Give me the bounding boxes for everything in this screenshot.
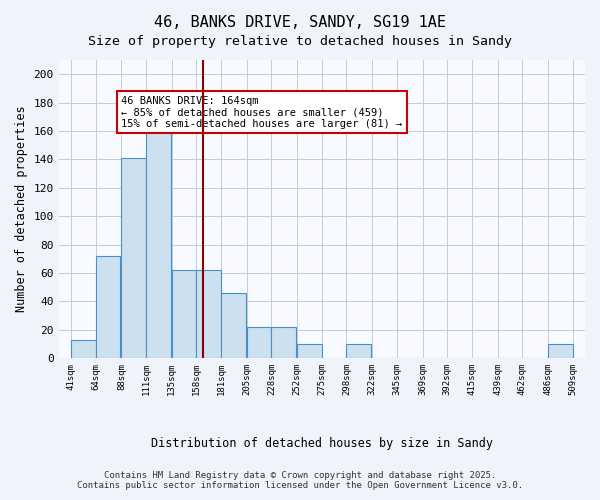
Bar [221, 293, 246, 358]
Bar [271, 327, 296, 358]
Bar [346, 344, 371, 358]
Bar [121, 158, 146, 358]
Text: Size of property relative to detached houses in Sandy: Size of property relative to detached ho… [88, 35, 512, 48]
Bar [548, 344, 572, 358]
Text: 46 BANKS DRIVE: 164sqm
← 85% of detached houses are smaller (459)
15% of semi-de: 46 BANKS DRIVE: 164sqm ← 85% of detached… [121, 96, 403, 128]
X-axis label: Distribution of detached houses by size in Sandy: Distribution of detached houses by size … [151, 437, 493, 450]
Bar [95, 256, 121, 358]
Text: Contains HM Land Registry data © Crown copyright and database right 2025.
Contai: Contains HM Land Registry data © Crown c… [77, 470, 523, 490]
Bar [297, 344, 322, 358]
Bar [196, 270, 221, 358]
Bar [247, 327, 271, 358]
Y-axis label: Number of detached properties: Number of detached properties [15, 106, 28, 312]
Text: 46, BANKS DRIVE, SANDY, SG19 1AE: 46, BANKS DRIVE, SANDY, SG19 1AE [154, 15, 446, 30]
Bar [172, 270, 196, 358]
Bar [146, 120, 170, 358]
Bar [71, 340, 95, 358]
